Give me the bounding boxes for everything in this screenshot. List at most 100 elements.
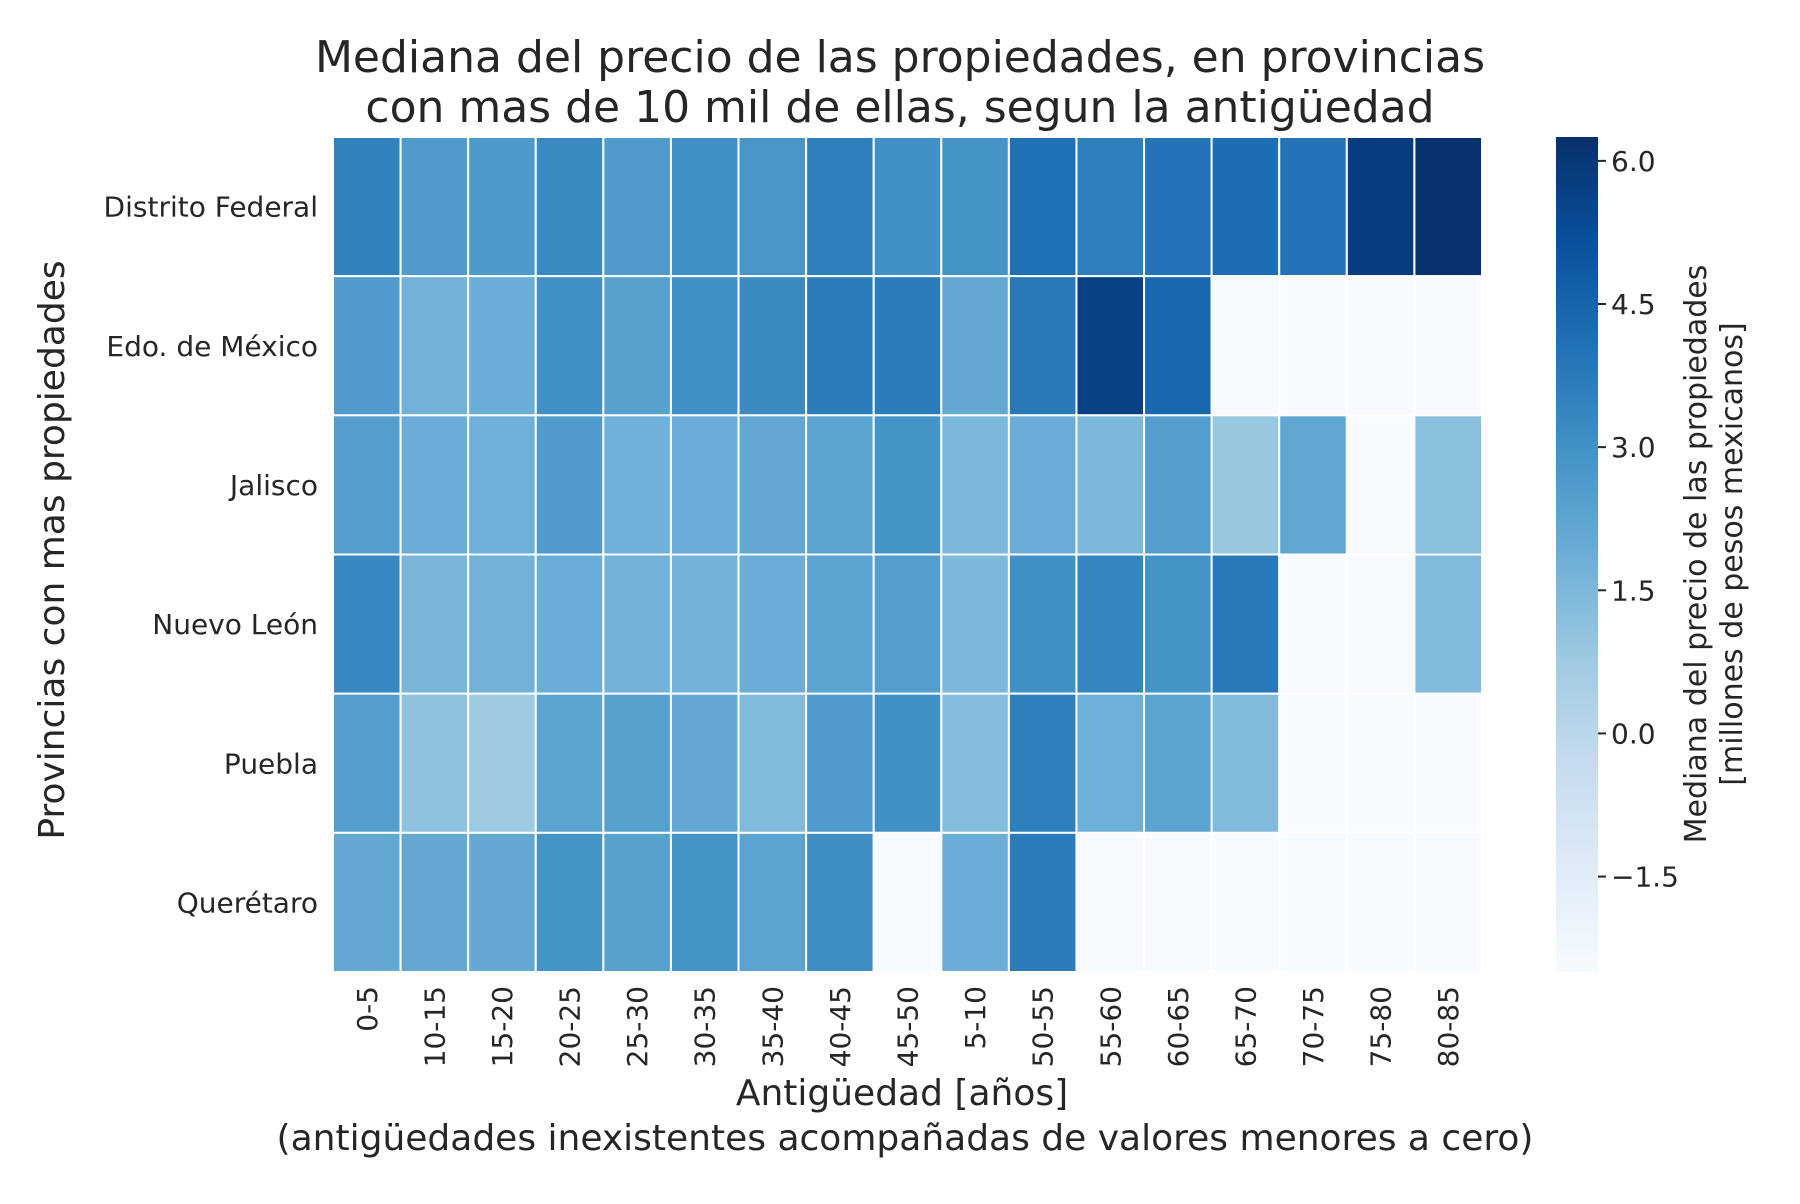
x-tick-label: 65-70: [1229, 986, 1262, 1067]
heatmap-cell: [1007, 692, 1078, 834]
heatmap-cell: [534, 275, 605, 417]
heatmap-cell: [805, 692, 875, 834]
x-tick-label: 55-60: [1094, 986, 1127, 1067]
heatmap-cell: [805, 275, 875, 417]
heatmap-cell: [669, 414, 740, 556]
heatmap-cell: [602, 692, 672, 834]
heatmap-cell: [467, 553, 537, 695]
y-tick-label: Distrito Federal: [104, 191, 318, 224]
heatmap-cell: [872, 414, 943, 556]
heatmap-cell: [332, 692, 402, 834]
heatmap-cell: [737, 275, 808, 417]
heatmap-cell: [940, 692, 1010, 834]
heatmap-cell: [940, 136, 1010, 278]
y-tick-label: Querétaro: [177, 886, 318, 919]
heatmap-cell: [1413, 831, 1483, 973]
x-tick-label: 10-15: [418, 986, 451, 1067]
heatmap-cell: [805, 414, 875, 556]
colorbar: 6.0 4.5 3.0 1.5 0.0 −1.5 Mediana del precio d…: [1556, 137, 1750, 972]
heatmap-cell: [467, 136, 537, 278]
heatmap-cell: [1278, 414, 1348, 556]
colorbar-tick-label: 3.0: [1611, 431, 1656, 464]
x-tick-labels: 0-5 10-15 15-20 20-25 25-30 30-35 35-40 40-45 45…: [351, 986, 1465, 1067]
heatmap-cells: [332, 136, 1483, 973]
heatmap-cell: [737, 414, 808, 556]
x-tick-label: 0-5: [351, 986, 384, 1032]
heatmap-cell: [1210, 692, 1281, 834]
heatmap-cell: [332, 553, 402, 695]
heatmap-cell: [669, 136, 740, 278]
heatmap-cell: [1413, 136, 1483, 278]
heatmap-cell: [1345, 136, 1416, 278]
heatmap-cell: [805, 136, 875, 278]
heatmap-cell: [669, 275, 740, 417]
heatmap-cell: [467, 414, 537, 556]
colorbar-tick-label: 4.5: [1611, 288, 1656, 321]
x-axis-label-line-1: Antigüedad [años]: [736, 1073, 1068, 1114]
heatmap-cell: [872, 692, 943, 834]
chart-title: Mediana del precio de las propiedades, e…: [315, 32, 1485, 133]
heatmap-cell: [1413, 553, 1483, 695]
heatmap-cell: [1278, 275, 1348, 417]
heatmap-cell: [1143, 275, 1213, 417]
colorbar-gradient: [1556, 137, 1598, 972]
heatmap-cell: [602, 553, 672, 695]
heatmap-cell: [467, 692, 537, 834]
heatmap-cell: [1007, 136, 1078, 278]
heatmap-cell: [467, 275, 537, 417]
x-tick-label: 40-45: [824, 986, 857, 1067]
y-tick-label: Edo. de México: [106, 330, 318, 363]
heatmap-cell: [872, 831, 943, 973]
heatmap-cell: [534, 692, 605, 834]
heatmap-cell: [332, 831, 402, 973]
heatmap-cell: [805, 831, 875, 973]
colorbar-tick-label: −1.5: [1611, 861, 1679, 894]
y-tick-label: Nuevo León: [152, 608, 318, 641]
heatmap-cell: [940, 831, 1010, 973]
chart-title-line-2: con mas de 10 mil de ellas, segun la ant…: [365, 82, 1434, 133]
heatmap-cell: [1345, 831, 1416, 973]
heatmap-cell: [1075, 553, 1146, 695]
heatmap-cell: [1210, 136, 1281, 278]
heatmap-cell: [1278, 553, 1348, 695]
heatmap-cell: [1075, 831, 1146, 973]
x-tick-label: 45-50: [892, 986, 925, 1067]
heatmap-cell: [872, 553, 943, 695]
heatmap-cell: [1143, 136, 1213, 278]
heatmap-cell: [1075, 136, 1146, 278]
y-tick-label: Puebla: [224, 747, 318, 780]
heatmap-cell: [669, 831, 740, 973]
x-tick-label: 25-30: [621, 986, 654, 1067]
y-axis-label: Provincias con mas propiedades: [32, 260, 73, 839]
heatmap-cell: [1278, 136, 1348, 278]
y-tick-label: Jalisco: [228, 469, 318, 502]
heatmap-cell: [872, 275, 943, 417]
x-tick-label: 30-35: [689, 986, 722, 1067]
heatmap-cell: [669, 692, 740, 834]
heatmap-cell: [399, 831, 470, 973]
heatmap-cell: [737, 831, 808, 973]
chart-title-line-1: Mediana del precio de las propiedades, e…: [315, 32, 1485, 83]
heatmap-cell: [1413, 414, 1483, 556]
heatmap-cell: [1143, 831, 1213, 973]
heatmap-cell: [1413, 275, 1483, 417]
heatmap-cell: [602, 275, 672, 417]
heatmap-cell: [1345, 692, 1416, 834]
heatmap-cell: [1210, 831, 1281, 973]
heatmap-cell: [737, 553, 808, 695]
heatmap-cell: [1143, 692, 1213, 834]
heatmap-cell: [1345, 275, 1416, 417]
colorbar-tick-label: 1.5: [1611, 574, 1656, 607]
heatmap-cell: [1007, 414, 1078, 556]
heatmap-cell: [1278, 692, 1348, 834]
x-tick-label: 80-85: [1432, 986, 1465, 1067]
heatmap-cell: [737, 692, 808, 834]
heatmap-cell: [602, 831, 672, 973]
heatmap-cell: [1007, 553, 1078, 695]
y-tick-labels: Distrito Federal Edo. de México Jalisco Nue…: [104, 191, 318, 920]
heatmap-cell: [332, 414, 402, 556]
heatmap-cell: [940, 414, 1010, 556]
heatmap-cell: [534, 831, 605, 973]
